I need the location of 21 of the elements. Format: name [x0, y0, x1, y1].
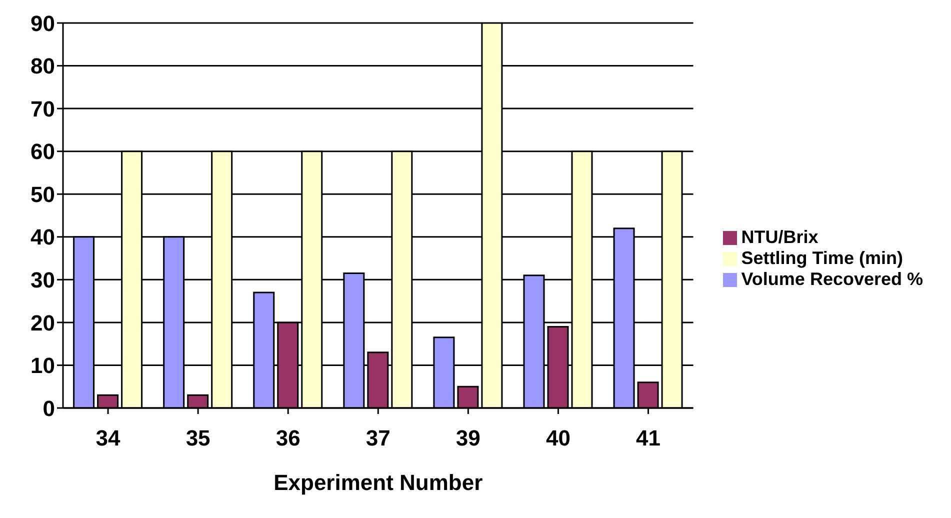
legend-label: Settling Time (min): [741, 248, 903, 268]
y-tick-label: 80: [30, 54, 55, 79]
x-tick-label: 36: [276, 426, 300, 451]
y-tick-label: 90: [30, 10, 55, 36]
x-tick-label: 37: [366, 426, 390, 451]
y-tick-label: 0: [42, 396, 55, 421]
y-tick-label: 70: [30, 96, 55, 122]
x-tick-label: 34: [96, 426, 122, 451]
y-tick-label: 10: [30, 353, 55, 378]
y-tick-label: 60: [30, 139, 55, 164]
y-tick-label: 40: [30, 224, 55, 250]
x-tick-label: 41: [636, 426, 660, 451]
legend-label: Volume Recovered %: [741, 268, 923, 288]
x-axis-title: Experiment Number: [274, 470, 484, 495]
y-tick-label: 20: [30, 310, 55, 336]
x-tick-label: 39: [456, 426, 480, 451]
x-tick-label: 35: [186, 426, 210, 451]
legend-label: NTU/Brix: [741, 226, 818, 246]
y-tick-label: 50: [30, 182, 55, 207]
x-tick-label: 40: [546, 426, 570, 451]
y-tick-label: 30: [30, 267, 55, 292]
